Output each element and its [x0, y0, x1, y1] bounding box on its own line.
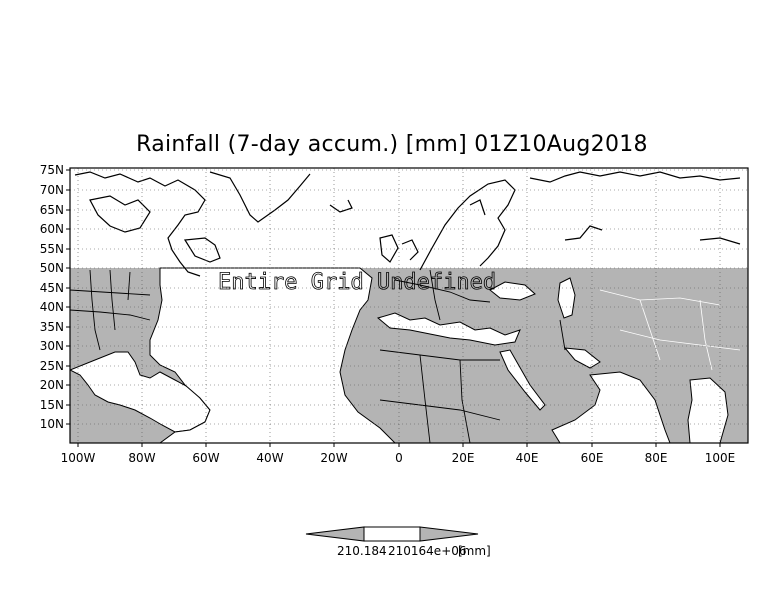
lat-label: 35N — [40, 320, 64, 334]
map-grid — [70, 168, 748, 443]
coastlines-north — [74, 171, 741, 277]
lat-label: 70N — [40, 183, 64, 197]
lat-label: 50N — [40, 261, 64, 275]
colorbar-label-right: 210164e+06 — [388, 544, 467, 558]
lon-label: 80W — [128, 451, 155, 465]
colorbar-right-arrow — [419, 526, 479, 542]
lat-label: 75N — [40, 163, 64, 177]
axis-ticks — [66, 169, 721, 447]
lat-label: 20N — [40, 378, 64, 392]
longitude-labels: 100W 80W 60W 40W 20W 0 20E 40E 60E 80E 1… — [61, 451, 736, 465]
lat-label: 10N — [40, 417, 64, 431]
lon-label: 20W — [320, 451, 347, 465]
lat-label: 40N — [40, 300, 64, 314]
lat-label: 60N — [40, 222, 64, 236]
map-area — [70, 168, 748, 443]
map-title: Rainfall (7-day accum.) [mm] 01Z10Aug201… — [136, 132, 648, 157]
lat-label: 45N — [40, 281, 64, 295]
latitude-labels: 75N 70N 65N 60N 55N 50N 45N 40N 35N 30N … — [40, 163, 64, 431]
lon-label: 40E — [516, 451, 539, 465]
lon-label: 60W — [192, 451, 219, 465]
lat-label: 15N — [40, 398, 64, 412]
ocean-areas — [70, 267, 729, 443]
lon-label: 100E — [705, 451, 736, 465]
colorbar — [305, 526, 479, 542]
lat-label: 30N — [40, 339, 64, 353]
lon-label: 0 — [395, 451, 403, 465]
lon-label: 20E — [452, 451, 475, 465]
lat-label: 25N — [40, 359, 64, 373]
lat-label: 65N — [40, 203, 64, 217]
borders-dark — [70, 269, 566, 443]
map-frame — [69, 167, 749, 444]
colorbar-label-left: 210.184 — [337, 544, 387, 558]
borders-south — [599, 289, 741, 371]
lon-label: 40W — [256, 451, 283, 465]
undefined-grid-notice: Entire Grid Undefined — [218, 270, 496, 295]
colorbar-segment — [363, 526, 421, 542]
lon-label: 60E — [581, 451, 604, 465]
lon-label: 80E — [645, 451, 668, 465]
colorbar-left-arrow — [305, 526, 365, 542]
lat-label: 55N — [40, 242, 64, 256]
lon-label: 100W — [61, 451, 96, 465]
colorbar-unit: [mm] — [458, 544, 491, 558]
